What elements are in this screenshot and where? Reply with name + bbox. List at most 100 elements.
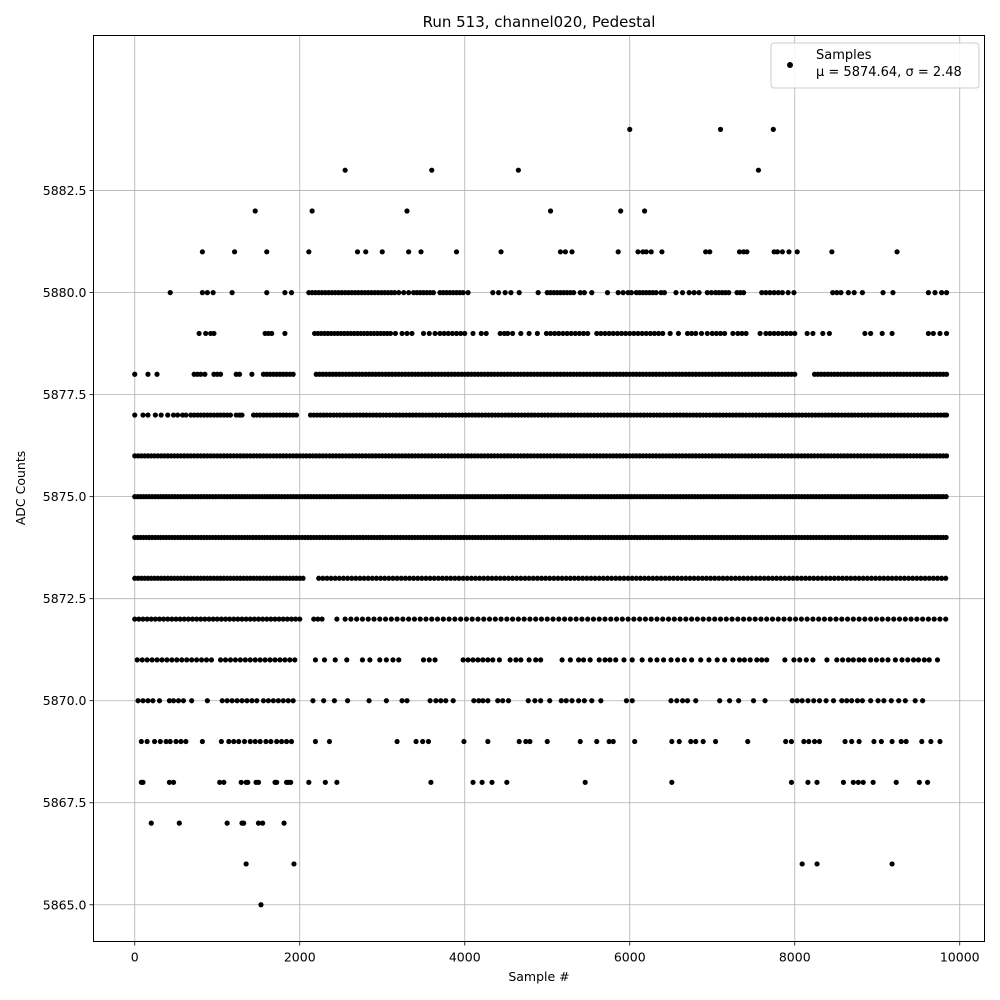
- data-point: [736, 249, 743, 255]
- data-point: [411, 616, 418, 622]
- data-point: [535, 290, 541, 296]
- data-point: [252, 208, 258, 214]
- data-point: [607, 657, 613, 663]
- data-point: [140, 698, 146, 704]
- data-point: [526, 657, 532, 663]
- data-point: [332, 657, 338, 663]
- data-point: [413, 738, 419, 745]
- data-point: [625, 575, 631, 581]
- data-point: [306, 249, 312, 255]
- data-point: [394, 738, 400, 745]
- data-point: [919, 738, 925, 745]
- data-point: [231, 738, 237, 745]
- data-point: [839, 616, 845, 622]
- data-point: [739, 330, 745, 337]
- data-point: [428, 779, 434, 785]
- data-point: [561, 616, 568, 622]
- data-point: [204, 290, 210, 296]
- data-point: [199, 738, 205, 745]
- data-point: [564, 330, 570, 337]
- data-point: [801, 738, 807, 745]
- data-point: [932, 290, 938, 296]
- data-point: [859, 698, 866, 704]
- data-point: [204, 698, 210, 704]
- data-point: [875, 698, 881, 704]
- data-point: [518, 575, 524, 581]
- data-point: [432, 330, 438, 337]
- data-point: [794, 575, 800, 581]
- data-point: [285, 698, 291, 704]
- data-point: [538, 698, 544, 704]
- data-point: [673, 290, 679, 296]
- data-point: [838, 290, 844, 296]
- data-point: [906, 575, 912, 581]
- data-point: [937, 330, 943, 337]
- data-point: [274, 779, 280, 785]
- data-point: [406, 290, 412, 296]
- x-tick-label: 4000: [449, 950, 481, 965]
- data-point: [820, 330, 826, 337]
- data-point: [243, 861, 249, 867]
- data-point: [943, 616, 949, 622]
- data-point: [778, 575, 784, 581]
- data-point: [782, 657, 788, 663]
- data-point: [686, 290, 692, 296]
- data-point: [862, 616, 868, 622]
- data-point: [893, 575, 899, 581]
- data-point: [788, 779, 795, 785]
- data-point: [239, 412, 245, 418]
- data-point: [709, 330, 715, 337]
- data-point: [623, 330, 629, 337]
- data-point: [747, 657, 753, 663]
- data-point: [435, 575, 441, 581]
- data-point: [452, 575, 458, 581]
- data-point: [263, 738, 269, 745]
- data-point: [217, 657, 224, 663]
- data-point: [242, 657, 248, 663]
- data-point: [390, 657, 396, 663]
- data-point: [669, 738, 675, 745]
- data-point: [824, 657, 830, 663]
- data-point: [681, 657, 687, 663]
- data-point: [456, 575, 462, 581]
- data-point: [222, 657, 229, 663]
- data-point: [878, 738, 884, 745]
- data-point: [613, 657, 619, 663]
- data-point: [145, 412, 151, 418]
- data-point: [594, 330, 600, 337]
- data-point: [544, 616, 550, 622]
- data-point: [642, 616, 649, 622]
- data-point: [345, 575, 351, 581]
- data-point: [810, 330, 816, 337]
- data-point: [394, 575, 400, 581]
- data-point: [132, 412, 138, 418]
- data-point: [504, 616, 510, 622]
- data-point: [700, 616, 706, 622]
- data-point: [136, 616, 142, 622]
- data-point: [514, 575, 520, 581]
- data-point: [908, 616, 914, 622]
- data-point: [861, 657, 867, 663]
- data-point: [637, 616, 643, 622]
- data-point: [563, 575, 569, 581]
- data-point: [547, 208, 554, 214]
- data-point: [921, 657, 927, 663]
- data-point: [176, 820, 182, 826]
- data-point: [217, 371, 224, 377]
- data-point: [371, 616, 377, 622]
- data-point: [573, 616, 579, 622]
- y-tick-label: 5875.0: [43, 489, 87, 504]
- data-point: [359, 657, 366, 663]
- data-point: [879, 616, 885, 622]
- data-point: [331, 698, 337, 704]
- data-point: [311, 616, 317, 622]
- data-point: [752, 616, 758, 622]
- data-point: [166, 698, 172, 704]
- data-point: [642, 575, 648, 581]
- data-point: [602, 616, 608, 622]
- data-point: [769, 616, 776, 622]
- data-point: [728, 575, 734, 581]
- data-point: [745, 575, 751, 581]
- data-point: [943, 412, 950, 418]
- data-point: [862, 330, 868, 337]
